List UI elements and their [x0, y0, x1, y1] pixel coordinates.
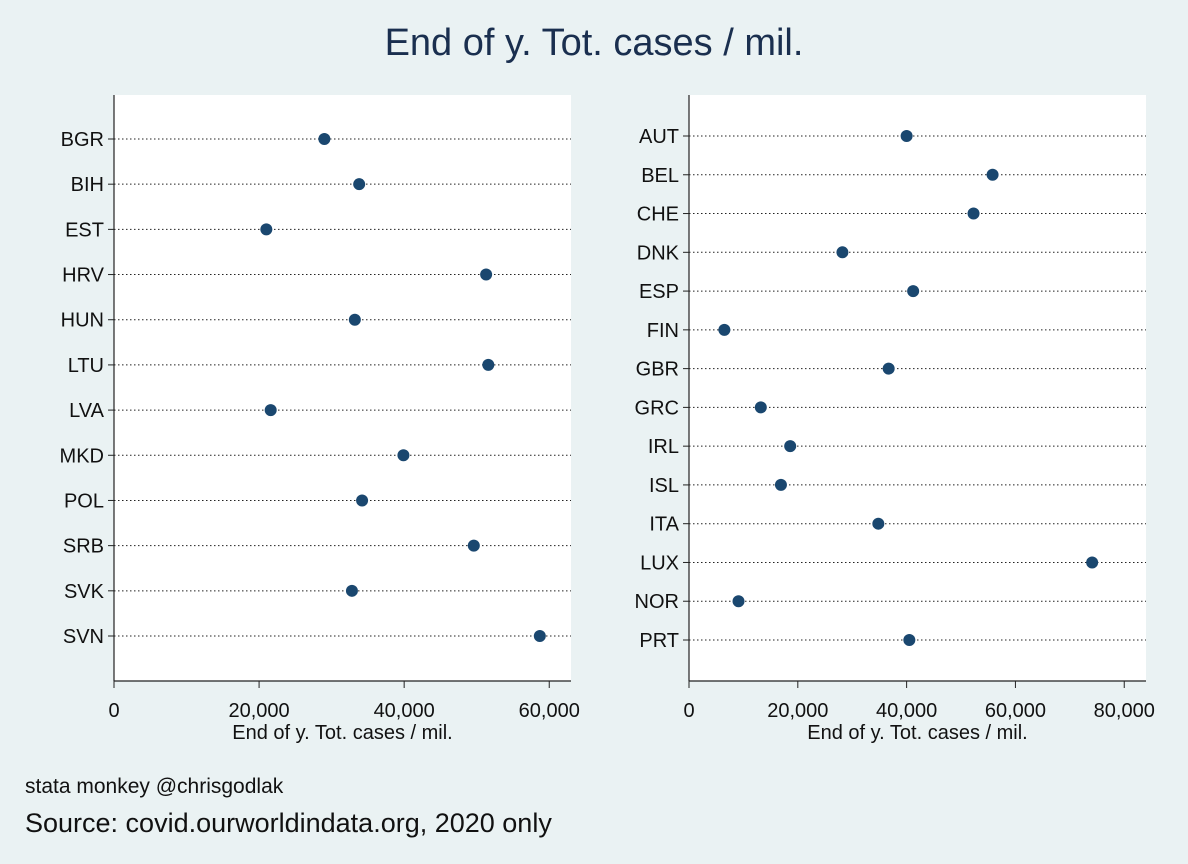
data-point-est	[260, 223, 273, 236]
category-label: ISL	[649, 475, 679, 497]
category-label: CHE	[637, 204, 679, 226]
x-tick-label: 60,000	[985, 700, 1046, 722]
category-label: BGR	[61, 129, 104, 151]
data-point-hun	[348, 313, 361, 326]
category-label: MKD	[60, 445, 104, 467]
category-label: LUX	[640, 552, 679, 574]
data-point-che	[967, 207, 980, 220]
x-tick-label: 60,000	[519, 700, 580, 722]
category-label: SVN	[63, 626, 104, 648]
x-tick-label: 40,000	[374, 700, 435, 722]
category-label: PRT	[639, 630, 679, 652]
x-tick-label: 20,000	[767, 700, 828, 722]
category-label: GRC	[635, 397, 679, 419]
data-point-bih	[353, 178, 366, 191]
category-label: HRV	[62, 265, 105, 287]
data-point-lux	[1086, 556, 1099, 569]
data-point-grc	[754, 401, 767, 414]
category-label: ITA	[649, 514, 679, 536]
data-point-gbr	[882, 362, 895, 375]
data-point-esp	[907, 285, 920, 298]
data-point-aut	[900, 130, 913, 142]
data-point-prt	[903, 634, 916, 646]
plot-area	[114, 95, 571, 681]
data-point-bgr	[318, 133, 331, 145]
data-point-isl	[774, 478, 787, 491]
data-point-bel	[986, 168, 999, 181]
category-label: EST	[65, 219, 104, 241]
credit-note: stata monkey @chrisgodlak	[25, 775, 284, 798]
x-tick-label: 0	[683, 700, 694, 722]
x-tick-label: 20,000	[228, 700, 289, 722]
category-label: DNK	[637, 242, 680, 264]
category-label: FIN	[647, 320, 679, 342]
right-panel: AUT BEL CHE DNK ESP FIN GBR GRC IRL ISL ITA LUX NOR P…	[635, 95, 1155, 744]
category-label: SVK	[64, 581, 105, 603]
category-label: BIH	[71, 174, 104, 196]
data-point-ltu	[482, 358, 495, 371]
plot-area	[689, 95, 1146, 681]
data-point-ita	[872, 517, 885, 530]
x-tick-label: 40,000	[876, 700, 937, 722]
data-point-lva	[264, 404, 277, 417]
category-label: ESP	[639, 281, 679, 303]
data-point-irl	[784, 440, 797, 453]
chart-title: End of y. Tot. cases / mil.	[384, 22, 804, 64]
category-label: SRB	[63, 536, 104, 558]
data-point-nor	[732, 595, 745, 608]
category-label: GBR	[636, 359, 679, 381]
data-point-hrv	[480, 268, 493, 281]
category-label: NOR	[635, 591, 679, 613]
data-point-mkd	[397, 449, 410, 462]
x-axis-label: End of y. Tot. cases / mil.	[232, 722, 452, 744]
x-tick-label: 80,000	[1094, 700, 1155, 722]
data-point-dnk	[836, 246, 849, 259]
left-panel: BGR BIH EST HRV HUN LTU LVA MKD POL SRB SVK SVN 0 20,…	[60, 95, 580, 744]
category-label: POL	[64, 490, 104, 512]
category-label: HUN	[61, 310, 104, 332]
x-axis-label: End of y. Tot. cases / mil.	[807, 722, 1027, 744]
data-point-svn	[533, 630, 546, 642]
data-point-svk	[345, 584, 358, 597]
data-point-pol	[356, 494, 369, 507]
data-point-fin	[718, 323, 731, 336]
source-note: Source: covid.ourworldindata.org, 2020 o…	[25, 808, 552, 838]
category-label: BEL	[641, 165, 679, 187]
category-label: AUT	[639, 126, 679, 148]
category-label: IRL	[648, 436, 679, 458]
category-label: LVA	[69, 400, 104, 422]
data-point-srb	[467, 539, 480, 552]
x-tick-label: 0	[108, 700, 119, 722]
category-label: LTU	[68, 355, 104, 377]
